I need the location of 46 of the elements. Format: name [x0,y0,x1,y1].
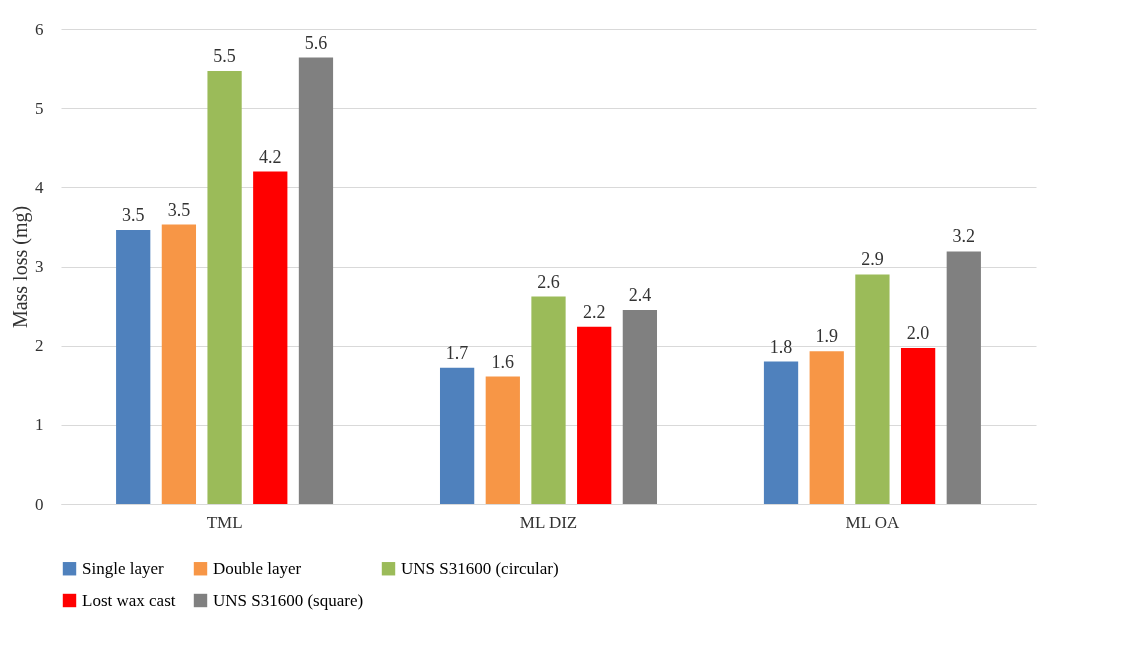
y-tick-label: 5 [35,98,44,118]
y-tick-label: 4 [35,177,44,197]
bar [298,57,334,504]
y-tick-label: 2 [35,336,44,356]
bar [253,171,288,504]
y-axis-title: Mass loss (mg) [9,205,32,329]
bar [577,326,612,504]
y-tick-label: 0 [35,494,44,514]
bar [900,348,936,504]
data-label: 2.0 [906,323,930,344]
data-label: 3.2 [952,226,976,247]
data-label: 2.4 [628,285,652,306]
data-label: 2.6 [537,271,560,292]
x-tick-label: ML DIZ [519,512,578,532]
data-label: 2.9 [861,249,884,270]
bar [207,70,242,504]
bar [946,251,981,504]
legend-label: UNS S31600 (square) [213,590,364,610]
x-tick-label: ML OA [845,512,900,532]
y-tick-label: 6 [35,19,44,39]
y-tick-label: 3 [35,257,44,276]
bar [116,230,151,504]
bar [622,310,658,504]
data-label: 3.5 [121,205,145,226]
data-label: 3.5 [167,199,191,220]
data-label: 4.2 [259,146,282,167]
bar [855,274,890,504]
data-label: 2.2 [582,301,606,322]
legend-label: Double layer [213,558,302,578]
legend-label: Lost wax cast [82,590,176,610]
bar [439,367,475,504]
bar [161,224,197,504]
y-tick-label: 1 [35,415,44,435]
legend-label: UNS S31600 (circular) [401,558,559,578]
bar [485,376,520,504]
legend-label: Single layer [82,558,165,578]
data-label: 5.6 [304,32,328,53]
bar [763,361,799,504]
bar [531,296,566,504]
data-label: 1.6 [491,351,515,372]
bar [809,351,844,504]
data-label: 1.9 [815,326,838,347]
x-tick-label: TML [206,512,243,532]
data-label: 1.8 [769,336,793,357]
data-label: 5.5 [213,45,236,66]
data-label: 1.7 [445,342,469,363]
